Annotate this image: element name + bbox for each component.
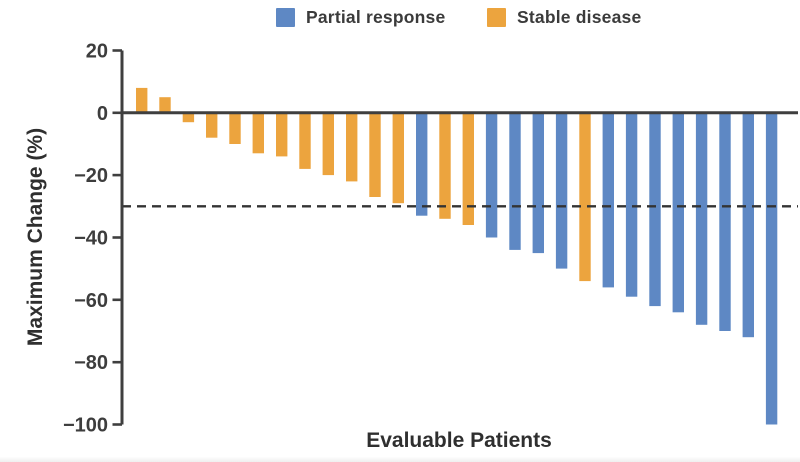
bars-group xyxy=(136,87,778,425)
legend-label-partial-response: Partial response xyxy=(306,7,446,27)
y-axis-title: Maximum Change (%) xyxy=(24,128,47,346)
bar-patient-4 xyxy=(206,112,218,138)
legend-item-stable-disease: Stable disease xyxy=(487,7,641,28)
bar-patient-16 xyxy=(485,112,498,238)
legend-label-stable-disease: Stable disease xyxy=(517,7,642,27)
bar-patient-17 xyxy=(509,112,521,250)
bar-patient-14 xyxy=(439,112,451,219)
bar-patient-23 xyxy=(649,112,661,307)
y-axis: 20 0 −20 −40 −60 −80 −100 xyxy=(63,41,124,437)
legend-item-partial-response: Partial response xyxy=(276,7,445,28)
bar-patient-7 xyxy=(276,112,288,157)
x-axis-title: Evaluable Patients xyxy=(366,429,552,452)
bar-patient-24 xyxy=(672,112,684,313)
bar-patient-27 xyxy=(742,112,754,338)
bar-patient-28 xyxy=(765,112,778,425)
bar-patient-6 xyxy=(252,112,264,154)
bar-patient-11 xyxy=(369,112,381,197)
bar-patient-9 xyxy=(322,112,334,176)
bar-patient-25 xyxy=(695,112,708,325)
y-tick-label: −20 xyxy=(74,165,108,187)
partial-response-swatch xyxy=(276,8,295,27)
bar-patient-20 xyxy=(579,112,591,282)
bar-patient-1 xyxy=(136,87,148,113)
bar-patient-8 xyxy=(299,112,311,169)
y-tick-label: −100 xyxy=(63,415,108,437)
bar-patient-26 xyxy=(719,112,731,331)
bar-patient-2 xyxy=(159,97,171,113)
y-tick-label: 20 xyxy=(86,41,108,63)
bottom-strip xyxy=(0,457,800,462)
bar-patient-21 xyxy=(602,112,614,288)
bar-patient-15 xyxy=(462,112,474,225)
stable-disease-swatch xyxy=(487,8,506,27)
bar-patient-22 xyxy=(625,112,638,297)
y-tick-label: −60 xyxy=(74,290,108,312)
bar-patient-5 xyxy=(229,112,241,144)
bar-patient-18 xyxy=(532,112,544,254)
bar-patient-3 xyxy=(182,112,195,123)
y-tick-label: −80 xyxy=(74,352,108,374)
legend: Partial response Stable disease xyxy=(0,0,800,34)
y-tick-label: −40 xyxy=(74,228,108,250)
bar-patient-10 xyxy=(346,112,358,182)
bar-patient-19 xyxy=(555,112,568,269)
bar-patient-12 xyxy=(392,112,404,204)
bar-patient-13 xyxy=(416,112,428,216)
y-tick-label: 0 xyxy=(97,103,108,125)
